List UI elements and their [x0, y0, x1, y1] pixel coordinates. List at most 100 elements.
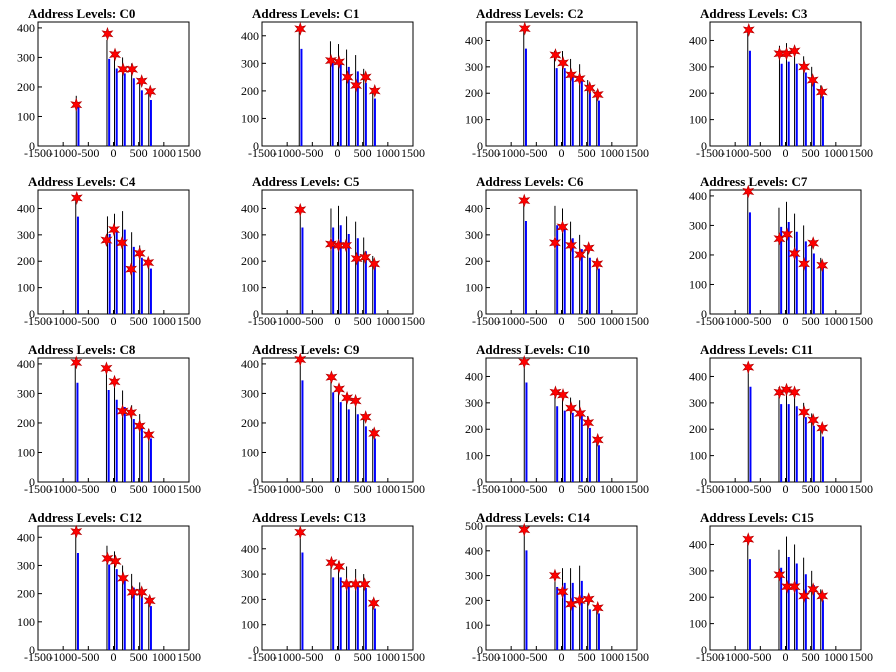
y-tick-label: 400: [465, 544, 483, 558]
plot-frame: [485, 189, 638, 315]
x-tick-label: -500: [749, 482, 771, 496]
peak-marker: [807, 413, 820, 427]
x-tick-label: -500: [301, 314, 323, 328]
x-tick-label: 500: [578, 314, 596, 328]
peak-marker: [742, 22, 755, 37]
x-tick-label: -1000: [273, 482, 301, 496]
y-tick-label: 100: [465, 618, 483, 632]
y-tick-label: 200: [689, 422, 707, 436]
chart-title: Address Levels: C7: [700, 174, 808, 189]
peak-marker: [359, 250, 372, 265]
y-tick-label: 300: [689, 396, 707, 410]
y-tick-label: 300: [241, 567, 259, 581]
peak-marker: [70, 524, 83, 539]
y-tick-label: 300: [17, 558, 35, 572]
chart-plot: 0 100 200 300 400 -1500-1000 -500 0 500 1000 1500: [241, 189, 425, 328]
peak-marker: [565, 401, 578, 416]
chart-title: Address Levels: C10: [476, 342, 590, 357]
peak-marker: [133, 418, 146, 433]
x-tick-label: 1000: [824, 482, 848, 496]
peak-marker: [574, 247, 587, 262]
y-tick-label: 400: [241, 542, 259, 556]
peak-marker: [556, 220, 569, 234]
plot-frame: [37, 189, 190, 315]
chart-title: Address Levels: C8: [28, 342, 136, 357]
peak-marker: [591, 600, 604, 615]
x-tick-label: 1000: [152, 650, 176, 664]
peak-marker: [815, 84, 828, 99]
chart-panel: Address Levels: C1 0 100 200 300 400 -1500 -100…: [224, 0, 448, 168]
y-tick-label: 400: [689, 369, 707, 383]
y-tick-label: 0: [701, 475, 707, 489]
y-tick-label: 100: [241, 618, 259, 632]
y-tick-label: 0: [253, 307, 259, 321]
peak-marker: [358, 577, 371, 592]
peak-marker: [70, 355, 83, 370]
peak-marker: [816, 258, 829, 273]
peak-marker: [108, 374, 121, 389]
x-tick-label: 1000: [600, 146, 624, 160]
peak-marker: [816, 420, 829, 435]
plot-frame: [37, 357, 190, 483]
x-tick-label: -1000: [721, 314, 749, 328]
peak-marker: [573, 71, 586, 86]
x-tick-label: 1500: [849, 146, 873, 160]
chart-title: Address Levels: C13: [252, 510, 366, 525]
x-tick-label: -1500: [24, 146, 52, 160]
x-tick-label: 1500: [177, 146, 201, 160]
peak-marker: [117, 62, 130, 77]
plot-frame: [261, 525, 414, 651]
y-tick-label: 100: [465, 281, 483, 295]
x-tick-label: 500: [354, 146, 372, 160]
x-tick-label: 1000: [152, 314, 176, 328]
y-tick-label: 400: [241, 357, 259, 371]
y-tick-label: 300: [689, 60, 707, 74]
x-tick-label: 1500: [625, 482, 649, 496]
x-tick-label: 500: [578, 482, 596, 496]
peak-marker: [101, 551, 114, 566]
x-tick-label: 0: [783, 146, 789, 160]
y-tick-label: 200: [465, 254, 483, 268]
y-tick-label: 200: [17, 80, 35, 94]
chart-plot: 0 100 200 300 400 -1500-1000 -500 0 500 1000 1500: [689, 525, 873, 664]
peak-marker: [100, 233, 113, 248]
x-tick-label: 500: [578, 146, 596, 160]
y-tick-label: 300: [241, 386, 259, 400]
peak-marker: [349, 393, 362, 408]
y-tick-label: 300: [465, 60, 483, 74]
y-tick-label: 0: [29, 475, 35, 489]
y-tick-label: 0: [29, 643, 35, 657]
x-tick-label: -500: [77, 146, 99, 160]
x-tick-label: 0: [111, 650, 117, 664]
peak-marker: [70, 190, 83, 205]
peak-marker: [565, 67, 578, 82]
x-tick-label: -500: [77, 650, 99, 664]
y-tick-label: 0: [253, 643, 259, 657]
y-tick-label: 0: [29, 139, 35, 153]
x-tick-label: 1500: [849, 650, 873, 664]
peak-marker: [773, 46, 786, 61]
peak-marker: [116, 404, 129, 419]
chart-plot: 0 100 200 300 400 -1500-1000 -500 0 500 1000 1500: [241, 21, 425, 160]
peak-marker: [108, 222, 120, 237]
x-tick-label: -500: [525, 146, 547, 160]
chart-panel: Address Levels: C8 0 100 200 300 400 -1500 -100…: [0, 336, 224, 504]
x-tick-label: 1000: [376, 650, 400, 664]
chart-plot: 0 100 200 300 400 -1500-1000 -500 0 500 1000 1500: [689, 184, 873, 328]
y-tick-label: 300: [241, 56, 259, 70]
x-tick-label: 1500: [849, 482, 873, 496]
chart-title: Address Levels: C9: [252, 342, 360, 357]
x-tick-label: -500: [77, 314, 99, 328]
peak-marker: [549, 48, 562, 62]
y-tick-label: 200: [17, 587, 35, 601]
x-tick-label: -1000: [497, 314, 525, 328]
peak-marker: [788, 246, 801, 261]
x-tick-label: 0: [783, 482, 789, 496]
peak-marker: [565, 597, 578, 612]
y-tick-label: 100: [689, 277, 707, 291]
x-tick-label: -1500: [248, 314, 276, 328]
peak-marker: [518, 193, 531, 208]
x-tick-label: -500: [301, 146, 323, 160]
peak-marker: [781, 227, 794, 242]
y-tick-label: 100: [465, 449, 483, 463]
